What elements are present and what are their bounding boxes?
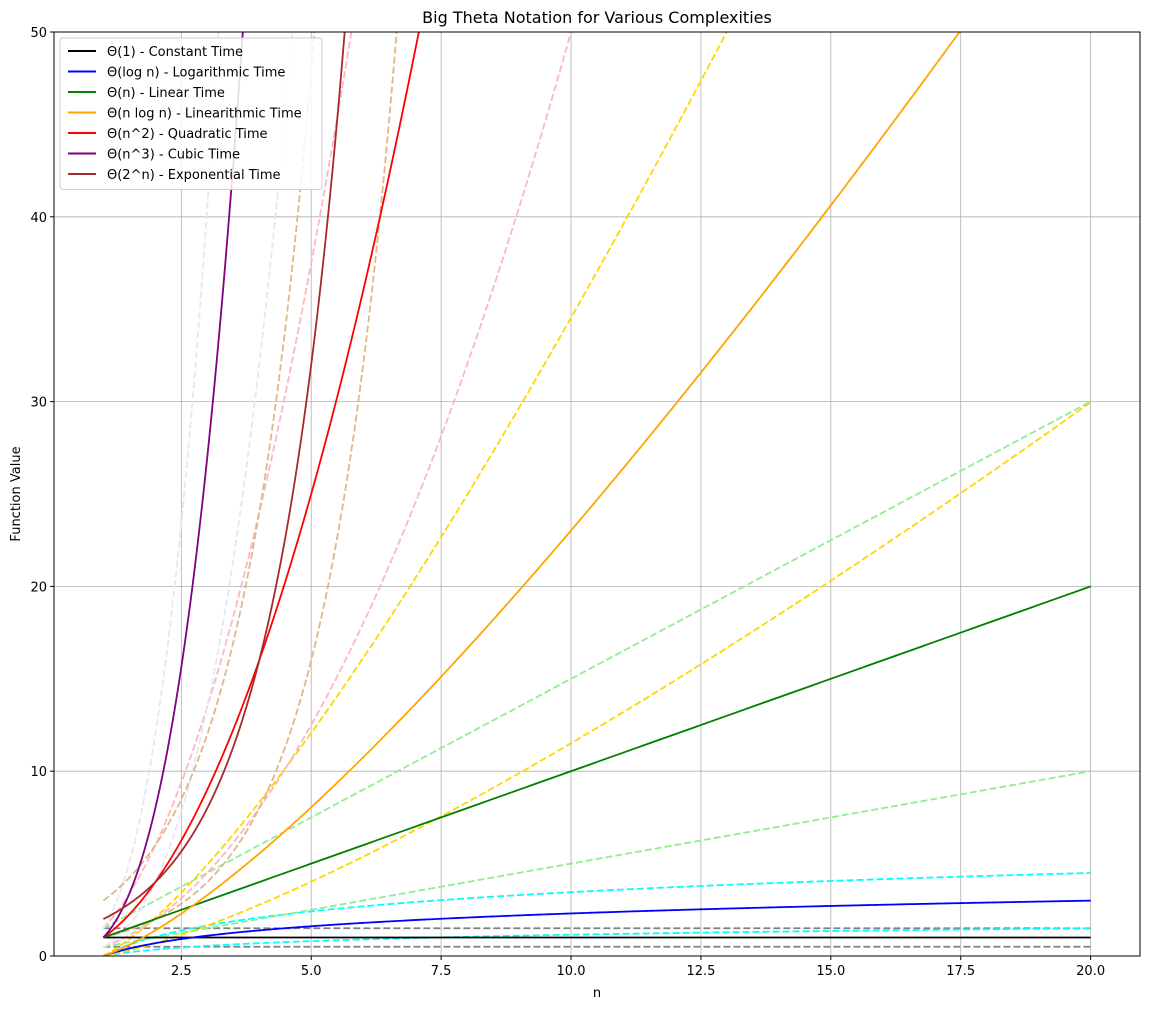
bound-line-cubic-17: [102, 32, 294, 948]
x-tick-label: 5.0: [301, 964, 322, 979]
x-tick-label: 15.0: [816, 964, 845, 979]
x-tick-label: 12.5: [686, 964, 715, 979]
legend-label: Θ(log n) - Logarithmic Time: [107, 66, 285, 81]
bound-line-quad-16: [102, 32, 353, 929]
series-group: [102, 32, 1092, 956]
x-axis-label: n: [593, 986, 601, 1001]
legend-label: Θ(n^3) - Cubic Time: [107, 148, 240, 163]
axes-frame: [53, 31, 1141, 957]
bound-line-log-10: [102, 872, 1091, 956]
x-tick-label: 2.5: [171, 964, 192, 979]
legend-label: Θ(n^2) - Quadratic Time: [107, 127, 268, 142]
y-tick-label: 10: [30, 765, 47, 780]
y-axis-label: Function Value: [9, 446, 24, 541]
bound-line-log-9: [103, 927, 1091, 956]
bound-line-nlogn-14: [102, 32, 728, 956]
series-line-quad-4: [102, 32, 420, 939]
bound-line-exp2-20: [102, 32, 316, 902]
legend-label: Θ(2^n) - Exponential Time: [107, 168, 281, 183]
series-line-nlogn-3: [103, 32, 961, 956]
x-tick-label: 17.5: [946, 964, 975, 979]
legend-label: Θ(n) - Linear Time: [107, 86, 225, 101]
bound-line-linear-11: [103, 770, 1091, 948]
x-tick-label: 10.0: [557, 964, 586, 979]
y-tick-label: 40: [30, 211, 47, 226]
x-tick-label: 20.0: [1076, 964, 1105, 979]
series-line-exp2-6: [102, 32, 346, 920]
y-axis-ticks: 0 10 20 30 40 50: [30, 26, 54, 965]
y-tick-label: 50: [30, 26, 47, 41]
y-tick-label: 0: [39, 950, 47, 965]
bound-line-linear-12: [102, 400, 1092, 930]
y-tick-label: 30: [30, 396, 47, 411]
y-tick-label: 20: [30, 580, 47, 595]
plot-area: 2.5 5.0 7.5 10.0 12.5 15.0 17.5 20.0 0 10 20 30 40 50…: [30, 26, 1141, 979]
x-tick-label: 7.5: [431, 964, 452, 979]
legend-box: [59, 37, 323, 190]
series-line-log-1: [103, 899, 1091, 956]
legend: Θ(1) - Constant Time Θ(log n) - Logarithm…: [59, 37, 323, 190]
bound-line-exp2-19: [103, 32, 398, 939]
legend-label: Θ(n log n) - Linearithmic Time: [107, 107, 302, 122]
legend-label: Θ(1) - Constant Time: [107, 45, 243, 60]
bound-line-nlogn-13: [103, 401, 1092, 956]
series-line-linear-2: [103, 585, 1091, 939]
x-axis-ticks: 2.5 5.0 7.5 10.0 12.5 15.0 17.5 20.0: [171, 956, 1105, 979]
chart-title: Big Theta Notation for Various Complexit…: [422, 8, 772, 27]
